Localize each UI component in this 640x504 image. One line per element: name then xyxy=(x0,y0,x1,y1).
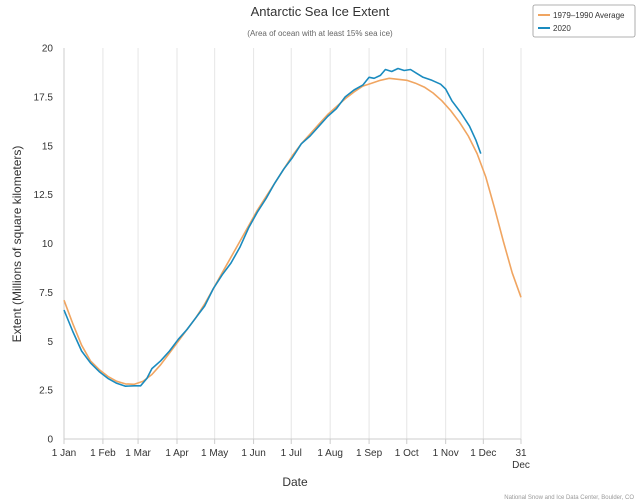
series-lines xyxy=(63,67,522,387)
legend-label-average[interactable]: 1979–1990 Average xyxy=(553,11,625,20)
legend[interactable]: 1979–1990 Average 2020 xyxy=(532,4,636,38)
x-tick-label-secondary: Dec xyxy=(512,460,530,471)
x-axis-label: Date xyxy=(282,475,308,489)
y-tick-label: 12.5 xyxy=(34,190,54,201)
y-tick-label: 7.5 xyxy=(39,288,53,299)
x-tick-label: 1 Oct xyxy=(395,448,419,459)
y-axis-label: Extent (Millions of square kilometers) xyxy=(10,146,24,343)
y-tick-label: 10 xyxy=(42,239,54,250)
grid xyxy=(102,48,522,439)
y-tick-label: 5 xyxy=(47,337,53,348)
legend-label-2020[interactable]: 2020 xyxy=(553,24,571,33)
x-tick-label: 31 xyxy=(515,448,527,459)
chart-subtitle: (Area of ocean with at least 15% sea ice… xyxy=(247,29,393,38)
x-tick-label: 1 Apr xyxy=(165,448,189,459)
legend-box xyxy=(532,4,636,38)
x-tick-label: 1 Jan xyxy=(52,448,76,459)
x-tick-label: 1 Mar xyxy=(125,448,151,459)
y-tick-label: 15 xyxy=(42,141,54,152)
y-tick-labels: 0 2.5 5 7.5 10 12.5 15 17.5 20 xyxy=(34,44,54,446)
x-tick-label: 1 May xyxy=(201,448,228,459)
series-line-2020[interactable] xyxy=(63,67,482,387)
chart-title: Antarctic Sea Ice Extent xyxy=(251,4,390,19)
x-tick-label: 1 Jun xyxy=(241,448,265,459)
x-tick-label: 1 Dec xyxy=(470,448,496,459)
y-tick-label: 0 xyxy=(47,435,53,446)
x-tick-label: 1 Feb xyxy=(90,448,116,459)
x-tick-label: 1 Sep xyxy=(356,448,383,459)
series-line-average[interactable] xyxy=(63,77,522,386)
y-tick-label: 17.5 xyxy=(34,92,54,103)
x-tick-label: 1 Nov xyxy=(433,448,459,459)
source-credit: National Snow and Ice Data Center, Bould… xyxy=(504,495,634,501)
x-tick-labels: 1 Jan 1 Feb 1 Mar 1 Apr 1 May 1 Jun 1 Jul 1 Aug… xyxy=(52,439,530,471)
y-tick-label: 20 xyxy=(42,44,54,55)
x-tick-label: 1 Aug xyxy=(317,448,343,459)
x-tick-label: 1 Jul xyxy=(281,448,302,459)
y-tick-label: 2.5 xyxy=(39,386,53,397)
